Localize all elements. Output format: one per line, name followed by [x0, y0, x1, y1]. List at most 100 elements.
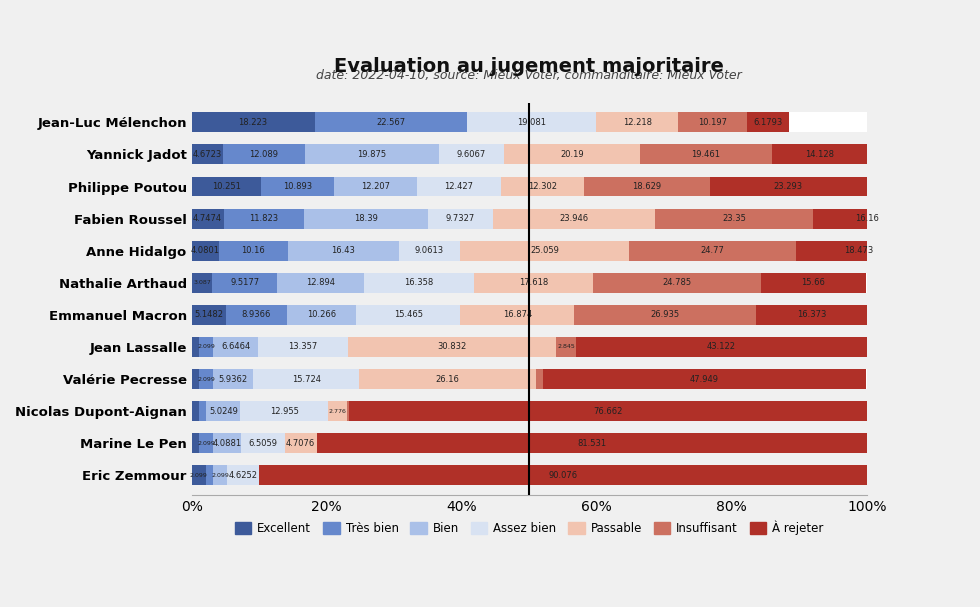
Text: 19.875: 19.875	[358, 150, 386, 159]
Bar	[285, 433, 317, 453]
Text: 3.087: 3.087	[193, 280, 211, 285]
Text: 11.823: 11.823	[249, 214, 278, 223]
Text: 10.197: 10.197	[699, 118, 727, 127]
Bar	[574, 305, 757, 325]
Text: 15.724: 15.724	[292, 375, 320, 384]
Text: 6.5059: 6.5059	[248, 439, 277, 448]
Bar	[199, 401, 207, 421]
Bar	[771, 144, 867, 164]
Bar	[757, 305, 867, 325]
Bar	[416, 177, 501, 197]
Bar	[474, 273, 593, 293]
Text: 24.77: 24.77	[701, 246, 724, 255]
Bar	[220, 241, 288, 260]
Bar	[199, 433, 214, 453]
Text: 4.0801: 4.0801	[191, 246, 220, 255]
Text: 15.66: 15.66	[802, 278, 825, 287]
Bar	[259, 466, 867, 486]
Bar	[640, 144, 771, 164]
Text: 9.0613: 9.0613	[415, 246, 444, 255]
Bar	[543, 369, 866, 389]
Bar	[439, 144, 504, 164]
Text: 5.1482: 5.1482	[194, 310, 223, 319]
Bar	[349, 401, 867, 421]
Bar	[460, 241, 629, 260]
Bar	[240, 401, 328, 421]
Bar	[797, 241, 921, 260]
Text: 4.7474: 4.7474	[193, 214, 222, 223]
Text: 5.0249: 5.0249	[209, 407, 238, 416]
Bar	[192, 401, 867, 421]
Bar	[493, 209, 655, 229]
Bar	[192, 112, 315, 132]
Bar	[214, 466, 227, 486]
Bar	[192, 112, 867, 132]
Text: 9.6067: 9.6067	[457, 150, 486, 159]
Bar	[192, 273, 867, 293]
Bar	[223, 144, 305, 164]
Text: 19.081: 19.081	[517, 118, 546, 127]
Text: 23.946: 23.946	[560, 214, 589, 223]
Text: 2.776: 2.776	[328, 409, 346, 414]
Bar	[258, 337, 348, 357]
Text: 12.207: 12.207	[361, 182, 390, 191]
Text: date: 2022-04-10, source: Mieux Voter, commanditaire: Mieux Voter: date: 2022-04-10, source: Mieux Voter, c…	[317, 69, 742, 81]
Bar	[276, 273, 364, 293]
Bar	[334, 177, 416, 197]
Text: 25.059: 25.059	[530, 246, 559, 255]
Text: 2.099: 2.099	[197, 441, 215, 446]
Text: 5.9362: 5.9362	[219, 375, 248, 384]
Bar	[226, 305, 287, 325]
Bar	[317, 433, 867, 453]
Bar	[575, 337, 867, 357]
Bar	[192, 466, 206, 486]
Text: 20.19: 20.19	[561, 150, 584, 159]
Bar	[223, 209, 304, 229]
Bar	[206, 466, 214, 486]
Text: 26.16: 26.16	[436, 375, 460, 384]
Bar	[593, 273, 760, 293]
Text: 76.662: 76.662	[593, 407, 622, 416]
Text: 6.1793: 6.1793	[754, 118, 783, 127]
Text: 12.218: 12.218	[622, 118, 652, 127]
Text: 2.099: 2.099	[197, 376, 215, 382]
Text: 10.893: 10.893	[283, 182, 313, 191]
Text: 81.531: 81.531	[577, 439, 607, 448]
Bar	[348, 337, 557, 357]
Bar	[427, 209, 493, 229]
Bar	[678, 112, 747, 132]
Text: 23.35: 23.35	[722, 214, 746, 223]
Text: 26.935: 26.935	[651, 310, 680, 319]
Bar	[214, 369, 253, 389]
Bar	[192, 209, 867, 229]
Bar	[214, 433, 241, 453]
Text: 2.845: 2.845	[558, 345, 575, 350]
Bar	[360, 369, 536, 389]
Bar	[199, 369, 214, 389]
Bar	[467, 112, 596, 132]
Text: 10.251: 10.251	[212, 182, 241, 191]
Bar	[253, 369, 360, 389]
Bar	[287, 305, 356, 325]
Bar	[214, 337, 258, 357]
Text: 17.618: 17.618	[519, 278, 549, 287]
Text: 43.122: 43.122	[707, 342, 736, 351]
Text: 12.427: 12.427	[444, 182, 473, 191]
Text: 18.39: 18.39	[354, 214, 377, 223]
Title: Evaluation au jugement majoritaire: Evaluation au jugement majoritaire	[334, 58, 724, 76]
Bar	[192, 305, 867, 325]
Bar	[192, 273, 213, 293]
Bar	[710, 177, 867, 197]
Text: 4.7076: 4.7076	[286, 439, 316, 448]
Bar	[461, 305, 574, 325]
Bar	[557, 337, 575, 357]
Text: 4.6252: 4.6252	[228, 471, 258, 480]
Bar	[192, 177, 261, 197]
Text: 18.629: 18.629	[632, 182, 662, 191]
Bar	[501, 177, 584, 197]
Bar	[192, 144, 223, 164]
Bar	[207, 401, 240, 421]
Text: 2.099: 2.099	[197, 345, 215, 350]
Text: 10.266: 10.266	[307, 310, 336, 319]
Bar	[199, 337, 214, 357]
